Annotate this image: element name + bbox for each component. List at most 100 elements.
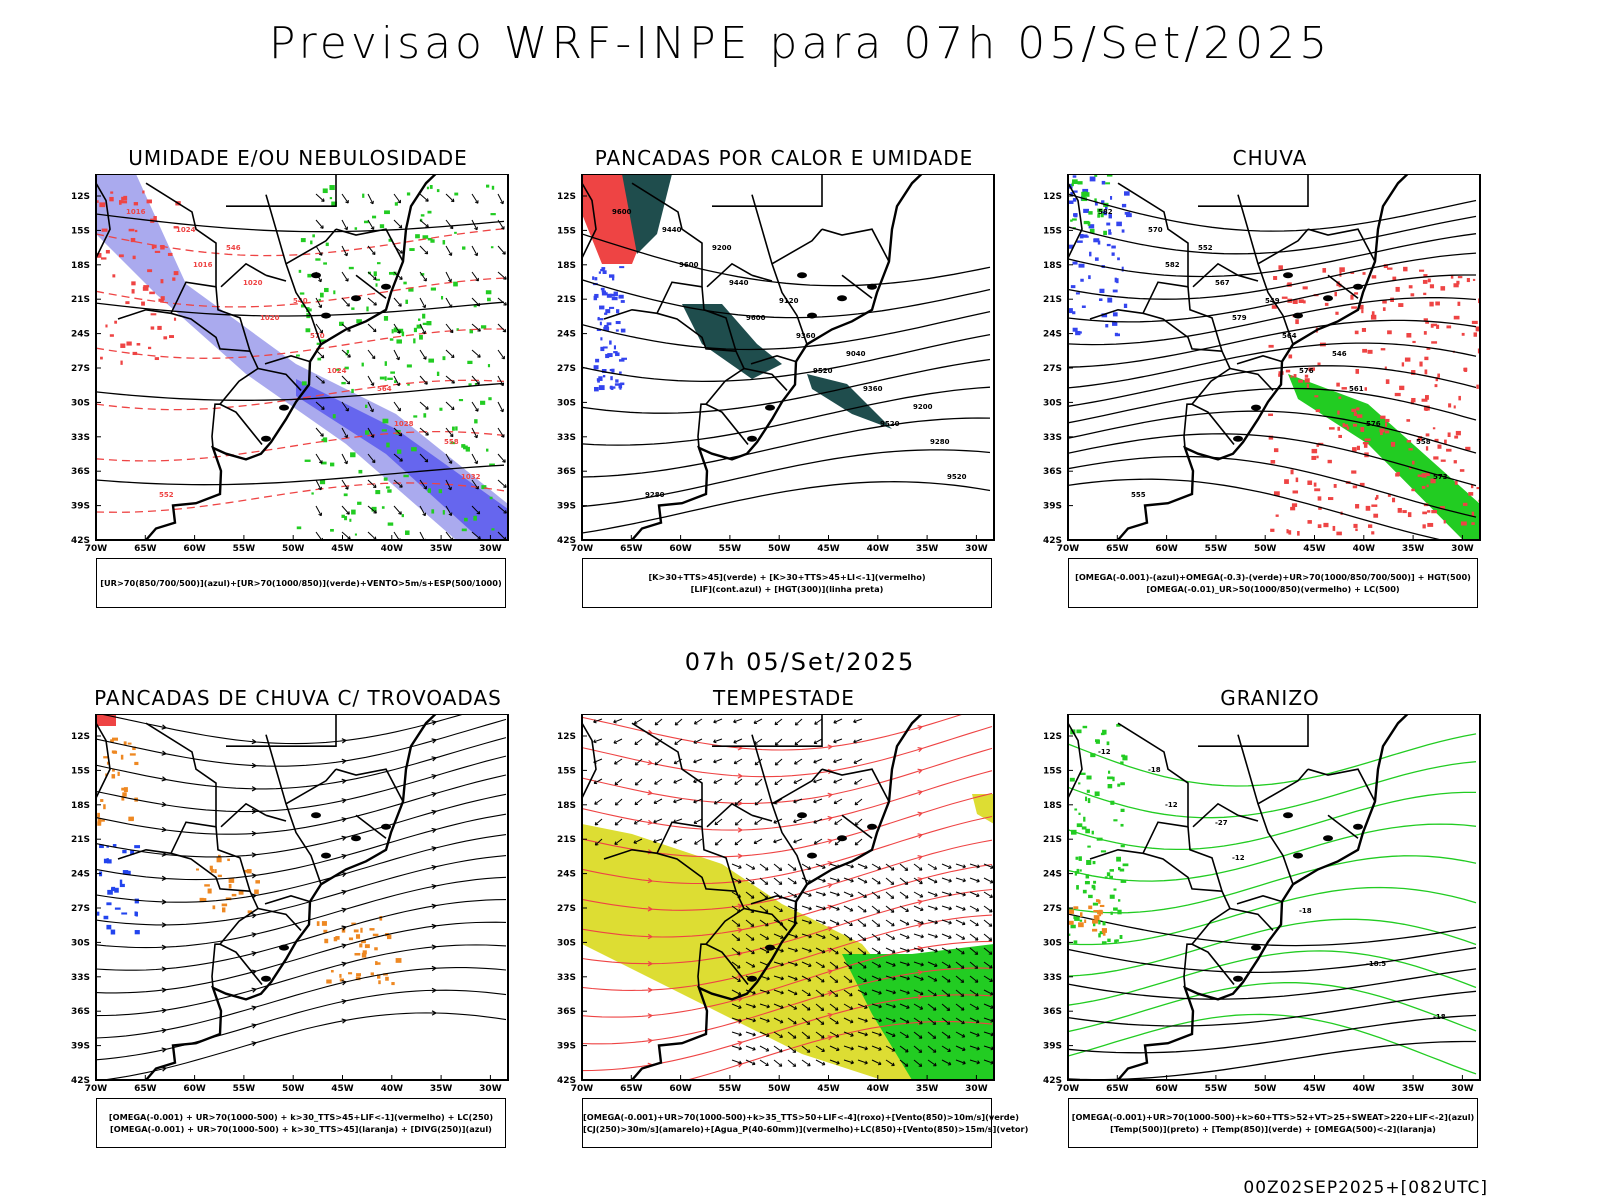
coastline-east — [631, 714, 932, 1080]
contour-line — [1068, 433, 1477, 487]
lon-tick-label: 30W — [479, 1084, 502, 1094]
contour-line — [1068, 855, 1477, 914]
lat-tick-label: 12S — [1043, 192, 1062, 202]
panel-trovoadas: PANCADAS DE CHUVA C/ TROVOADAS 12S 15S 18S 2… — [48, 686, 548, 1166]
streamline — [582, 888, 993, 965]
lat-tick-label: 21S — [1043, 295, 1062, 305]
lat-tick-label: 27S — [1043, 364, 1062, 374]
panel-legend: [OMEGA(-0.001)+UR>70(1000-500)+k>35_TTS>… — [582, 1098, 1028, 1148]
contour-line — [1068, 297, 1477, 346]
contour-line — [96, 228, 505, 257]
border-line — [1117, 182, 1189, 314]
lon-tick-label: 50W — [282, 544, 305, 554]
border-line — [1142, 852, 1223, 892]
contour-label: 582 — [1098, 208, 1113, 216]
contour-line — [96, 464, 505, 486]
legend-line: [LIF](cont.azul) + [HGT(300)](linha pret… — [690, 584, 884, 594]
border-line — [1257, 228, 1309, 265]
contour-line — [1068, 968, 1477, 1000]
contour-line — [1068, 990, 1477, 1027]
contour-label: 1020 — [260, 314, 280, 322]
lat-tick-label: 42S — [1043, 1076, 1062, 1086]
contour-line — [582, 279, 991, 319]
lat-tick-label: 12S — [557, 192, 576, 202]
contour-label: 540 — [293, 297, 308, 305]
lon-tick-label: 70W — [571, 1084, 594, 1094]
legend-line: [OMEGA(-0.001) + UR>70(1000-500) + k>30_… — [110, 1124, 492, 1134]
border-line — [335, 768, 404, 802]
contour-line — [1068, 193, 1477, 232]
panel-title: TEMPESTADE — [713, 686, 855, 710]
streamline — [96, 921, 507, 994]
streamline — [582, 815, 993, 885]
contour-line — [1068, 478, 1445, 540]
streamline — [96, 793, 507, 858]
contour-line — [1068, 342, 1477, 389]
lat-tick-label: 24S — [557, 330, 576, 340]
contour-label: 552 — [159, 491, 174, 499]
coastline-east — [145, 174, 446, 540]
streamline — [96, 876, 507, 949]
lat-tick-label: 30S — [557, 398, 576, 408]
main-title: Previsao WRF-INPE para 07h 05/Set/2025 — [268, 18, 1332, 69]
lat-tick-label: 42S — [1043, 536, 1062, 546]
legend-line: [Temp(500)](preto) + [Temp(850)](verde) … — [1110, 1124, 1436, 1134]
contour-line — [1068, 913, 1477, 947]
border-line — [211, 943, 220, 988]
lat-tick-label: 18S — [557, 801, 576, 811]
border-line — [1198, 714, 1309, 747]
lat-tick-label: 24S — [1043, 330, 1062, 340]
border-line — [265, 274, 287, 282]
contour-label: -18 — [1148, 766, 1161, 774]
border-line — [285, 768, 337, 805]
lat-tick-label: 39S — [557, 1042, 576, 1052]
border-line — [257, 907, 302, 931]
lon-tick-label: 65W — [620, 544, 643, 554]
contour-label: -12 — [1165, 801, 1178, 809]
lon-tick-label: 70W — [1057, 544, 1080, 554]
border-line — [1089, 848, 1144, 860]
contour-line — [1068, 233, 1477, 278]
panel-pancadas-calor: PANCADAS POR CALOR E UMIDADE 9600 9600 9600… — [534, 146, 1034, 626]
lon-tick-label: 30W — [965, 544, 988, 554]
lon-tick-label: 70W — [85, 544, 108, 554]
border-line — [1237, 194, 1294, 345]
lon-tick-label: 40W — [867, 544, 890, 554]
contour-line — [1068, 365, 1477, 407]
panel-title: UMIDADE E/OU NEBULOSIDADE — [128, 146, 468, 170]
contour-label: 558 — [444, 438, 459, 446]
contour-label: 1024 — [327, 367, 347, 375]
contour-line — [96, 213, 505, 233]
contour-label: 9520 — [880, 420, 900, 428]
streamline — [582, 967, 993, 1045]
border-line — [145, 182, 217, 314]
border-line — [743, 367, 788, 391]
contour-label: 546 — [226, 244, 241, 252]
lon-tick-label: 45W — [331, 544, 354, 554]
contour-label: 1024 — [176, 226, 196, 234]
lat-tick-label: 33S — [71, 973, 90, 983]
border-line — [211, 403, 220, 448]
border-line — [285, 228, 337, 265]
border-line — [582, 722, 597, 799]
rain-green-band — [1288, 374, 1480, 540]
lat-tick-label: 21S — [1043, 835, 1062, 845]
lat-tick-label: 39S — [1043, 502, 1062, 512]
panel-legend: [OMEGA(-0.001)-(azul)+OMEGA(-0.3)-(verde… — [1068, 558, 1478, 608]
contour-line — [582, 333, 991, 383]
panel-umidade: UMIDADE E/OU NEBULOSIDADE 1016 1016 1020 102… — [48, 146, 548, 626]
contour-line — [582, 449, 991, 508]
footer-timestamp: 00Z02SEP2025+[082UTC] — [1243, 1178, 1488, 1198]
border-line — [1183, 943, 1192, 988]
legend-line: [OMEGA(-0.001) + UR>70(1000-500) + k>30_… — [108, 1112, 494, 1122]
lon-tick-label: 50W — [768, 1084, 791, 1094]
contour-line — [582, 386, 991, 446]
border-line — [712, 714, 823, 747]
lon-tick-label: 65W — [620, 1084, 643, 1094]
lat-tick-label: 18S — [1043, 261, 1062, 271]
border-line — [841, 814, 873, 839]
contour-line — [1068, 1014, 1477, 1054]
legend-line: [OMEGA(-0.001)-(azul)+OMEGA(-0.3)-(verde… — [1075, 572, 1471, 582]
contour-label: 9200 — [913, 403, 933, 411]
